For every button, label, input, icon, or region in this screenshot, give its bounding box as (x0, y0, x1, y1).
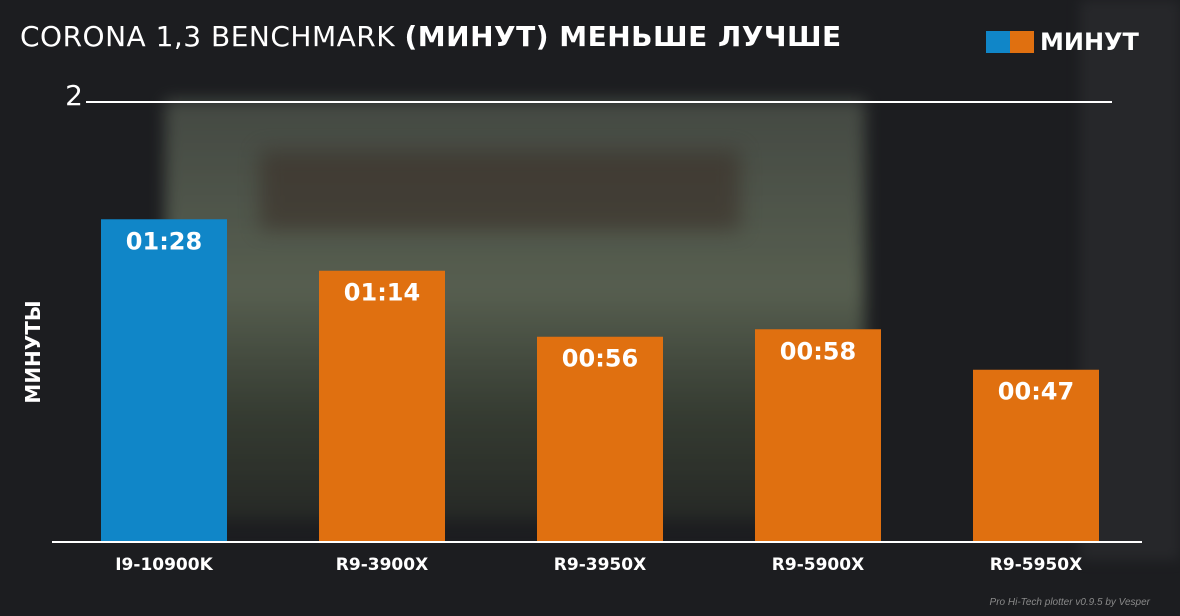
bar (537, 336, 663, 542)
footer-credit: Pro Hi-Tech plotter v0.9.5 by Vesper (989, 597, 1150, 608)
x-tick-label: R9-5900X (772, 555, 864, 575)
y-tick-label: 2 (65, 79, 83, 112)
chart-legend: МИНУТ (986, 28, 1139, 56)
x-tick-label: R9-5950X (990, 555, 1082, 575)
x-tick-label: R9-3950X (554, 555, 646, 575)
bar (101, 219, 227, 542)
bar-value-label: 00:47 (998, 378, 1074, 406)
background-photo-roof (260, 150, 740, 230)
bar-value-label: 00:56 (562, 345, 638, 373)
bar (319, 270, 445, 542)
bar-value-label: 01:14 (344, 279, 420, 307)
bar-value-label: 00:58 (780, 337, 856, 365)
chart-title: CORONA 1,3 BENCHMARK (МИНУТ) МЕНЬШЕ ЛУЧШ… (20, 20, 842, 53)
legend-label: МИНУТ (1040, 28, 1139, 56)
x-tick-label: I9-10900K (115, 555, 213, 575)
y-axis-label: МИНУТЫ (21, 300, 45, 403)
bar (755, 329, 881, 542)
legend-swatch-blue (986, 31, 1010, 53)
bar-value-label: 01:28 (126, 227, 202, 255)
chart-title-main: CORONA 1,3 BENCHMARK (20, 20, 396, 53)
x-tick-label: R9-3900X (336, 555, 428, 575)
chart-title-suffix: (МИНУТ) МЕНЬШЕ ЛУЧШЕ (404, 20, 842, 53)
legend-swatch-orange (1010, 31, 1034, 53)
bar (973, 369, 1099, 542)
